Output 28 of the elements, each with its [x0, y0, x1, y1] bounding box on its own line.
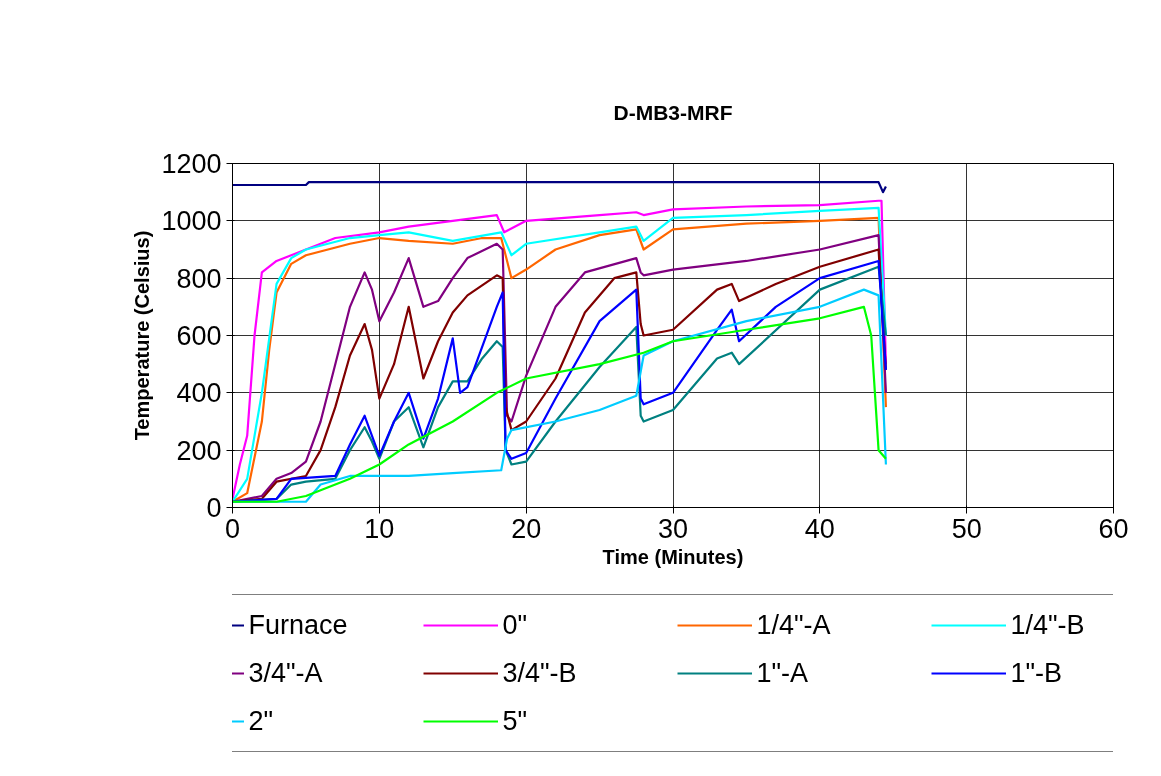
legend-label: 0" [502, 608, 529, 642]
x-tick-label: 50 [951, 513, 982, 544]
legend-label: 1"-A [756, 656, 810, 690]
legend-label: 2" [248, 704, 275, 738]
y-tick-label: 1000 [161, 206, 222, 237]
x-tick-label: 0 [224, 513, 241, 544]
y-tick-label: 400 [176, 378, 222, 409]
chart-title: D-MB3-MRF [613, 100, 733, 124]
y-tick-label: 200 [176, 435, 222, 466]
x-tick-label: 10 [364, 513, 395, 544]
y-tick-label: 800 [176, 263, 222, 294]
legend-label: Furnace [248, 608, 349, 642]
x-tick-label: 60 [1098, 513, 1129, 544]
x-tick-label: 40 [804, 513, 835, 544]
y-tick-label: 600 [176, 321, 222, 351]
legend-label: 1/4"-A [756, 608, 832, 642]
legend-label: 5" [502, 704, 529, 738]
legend-label: 1"-B [1010, 656, 1064, 690]
y-axis-title: Temperature (Celsius) [131, 230, 154, 441]
line-series [232, 181, 888, 194]
legend-label: 3/4"-B [502, 656, 578, 690]
legend-label: 1/4"-B [1010, 608, 1086, 642]
y-tick-label: 1200 [161, 149, 222, 179]
x-tick-label: 20 [511, 513, 542, 544]
legend-label: 3/4"-A [248, 656, 324, 690]
x-tick-label: 30 [657, 513, 689, 544]
x-axis-title: Time (Minutes) [602, 545, 744, 568]
y-tick-label: 0 [206, 493, 222, 523]
